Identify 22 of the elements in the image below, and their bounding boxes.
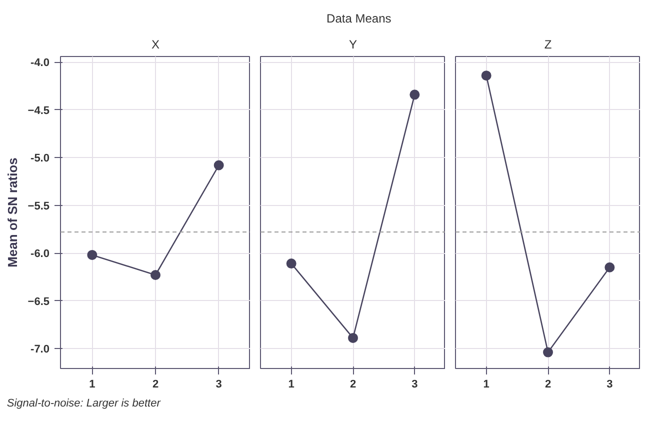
y-tick-label: -5.0 [30, 152, 50, 165]
x-tick-label: 2 [152, 378, 159, 390]
x-tick-label: 3 [606, 378, 613, 390]
chart-title: X [152, 38, 160, 52]
y-tick-label: -7.0 [30, 343, 50, 356]
y-tick-label: -6.0 [30, 248, 50, 260]
x-tick-label: 2 [350, 378, 356, 390]
x-tick-label: 2 [544, 378, 552, 390]
x-tick-label: 1 [288, 378, 294, 390]
text: Signal-to-noise: Larger is better [6, 398, 162, 410]
chart-title: Z [544, 38, 552, 52]
x-tick-label: 3 [216, 378, 222, 390]
x-tick-label: 3 [412, 378, 418, 390]
y-axis-title: Mean of SN ratios [4, 158, 20, 268]
chart-title: Y [349, 38, 358, 52]
x-tick-label: 1 [89, 378, 96, 390]
x-tick-label: 1 [483, 378, 490, 390]
y-tick-label: -4.0 [30, 57, 50, 70]
y-tick-label: −5.5 [28, 200, 50, 212]
y-tick-label: −4.5 [28, 104, 50, 117]
y-tick-label: −6.5 [28, 296, 50, 308]
text: Data Means [326, 12, 392, 26]
